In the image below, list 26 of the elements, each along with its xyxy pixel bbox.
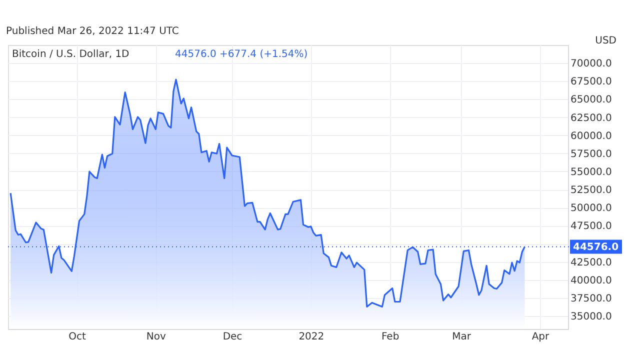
x-tick-label: Apr [532,332,550,342]
y-tick-label: 47500.0 [570,221,612,232]
x-tick-label: Mar [452,332,472,342]
x-tick-label: Nov [146,332,166,342]
y-tick-label: 42500.0 [570,257,612,268]
y-tick-label: 55000.0 [570,166,612,178]
y-axis-title: USD [595,36,617,46]
y-tick-label: 65000.0 [570,94,612,106]
x-tick-label: 2022 [298,332,324,342]
text: Published Mar 26, 2022 11:47 UTC [6,26,179,37]
annotation: 44576.0 +677.4 (+1.54%) [175,49,308,60]
chart-title: Bitcoin / U.S. Dollar, 1D [12,49,130,60]
y-tick-label: 67500.0 [570,76,612,88]
y-tick-label: 70000.0 [570,58,612,70]
y-tick-label: 60000.0 [570,130,612,142]
x-tick-label: Dec [222,332,242,342]
y-tick-label: 52500.0 [570,185,612,196]
x-tick-label: Feb [381,332,400,342]
y-tick-label: 35000.0 [570,311,612,322]
y-tick-label: 62500.0 [570,112,612,124]
x-tick-label: Oct [68,332,86,342]
ref-line-label: 44576.0 [573,242,619,253]
y-tick-label: 50000.0 [570,203,612,214]
y-tick-label: 57500.0 [570,148,612,160]
y-tick-label: 37500.0 [570,293,612,304]
y-tick-label: 40000.0 [570,275,612,286]
